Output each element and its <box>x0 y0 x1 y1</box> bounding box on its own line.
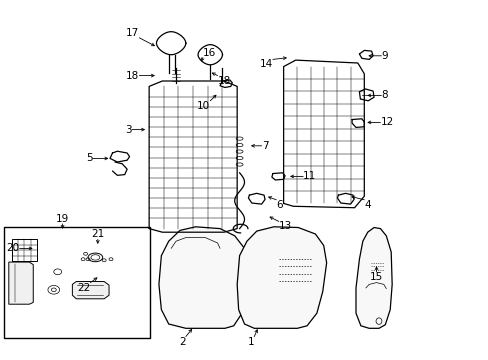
Bar <box>12 239 37 261</box>
Text: 5: 5 <box>86 153 93 163</box>
Polygon shape <box>72 282 109 299</box>
Text: 1: 1 <box>247 337 254 347</box>
Text: 9: 9 <box>381 51 387 61</box>
Text: 18: 18 <box>126 71 139 81</box>
Text: 21: 21 <box>91 229 104 239</box>
Bar <box>4 227 149 338</box>
Text: 20: 20 <box>6 243 20 253</box>
Polygon shape <box>159 227 248 328</box>
Text: 12: 12 <box>380 117 393 127</box>
Polygon shape <box>355 228 391 328</box>
Text: 16: 16 <box>203 48 216 58</box>
Polygon shape <box>237 227 326 328</box>
Text: 14: 14 <box>259 59 272 69</box>
Text: 7: 7 <box>261 141 268 151</box>
Text: 17: 17 <box>126 28 139 38</box>
Text: 19: 19 <box>56 214 69 224</box>
Text: 18: 18 <box>217 76 230 86</box>
Text: 8: 8 <box>381 90 387 100</box>
Text: 11: 11 <box>303 171 316 181</box>
Text: 13: 13 <box>278 221 291 231</box>
Text: 10: 10 <box>197 101 210 111</box>
Text: 4: 4 <box>364 200 370 210</box>
Polygon shape <box>9 262 33 304</box>
Text: 15: 15 <box>369 272 383 282</box>
Text: 6: 6 <box>276 200 283 210</box>
Text: 2: 2 <box>179 337 185 347</box>
Text: 3: 3 <box>125 125 132 135</box>
Text: 22: 22 <box>77 283 90 293</box>
